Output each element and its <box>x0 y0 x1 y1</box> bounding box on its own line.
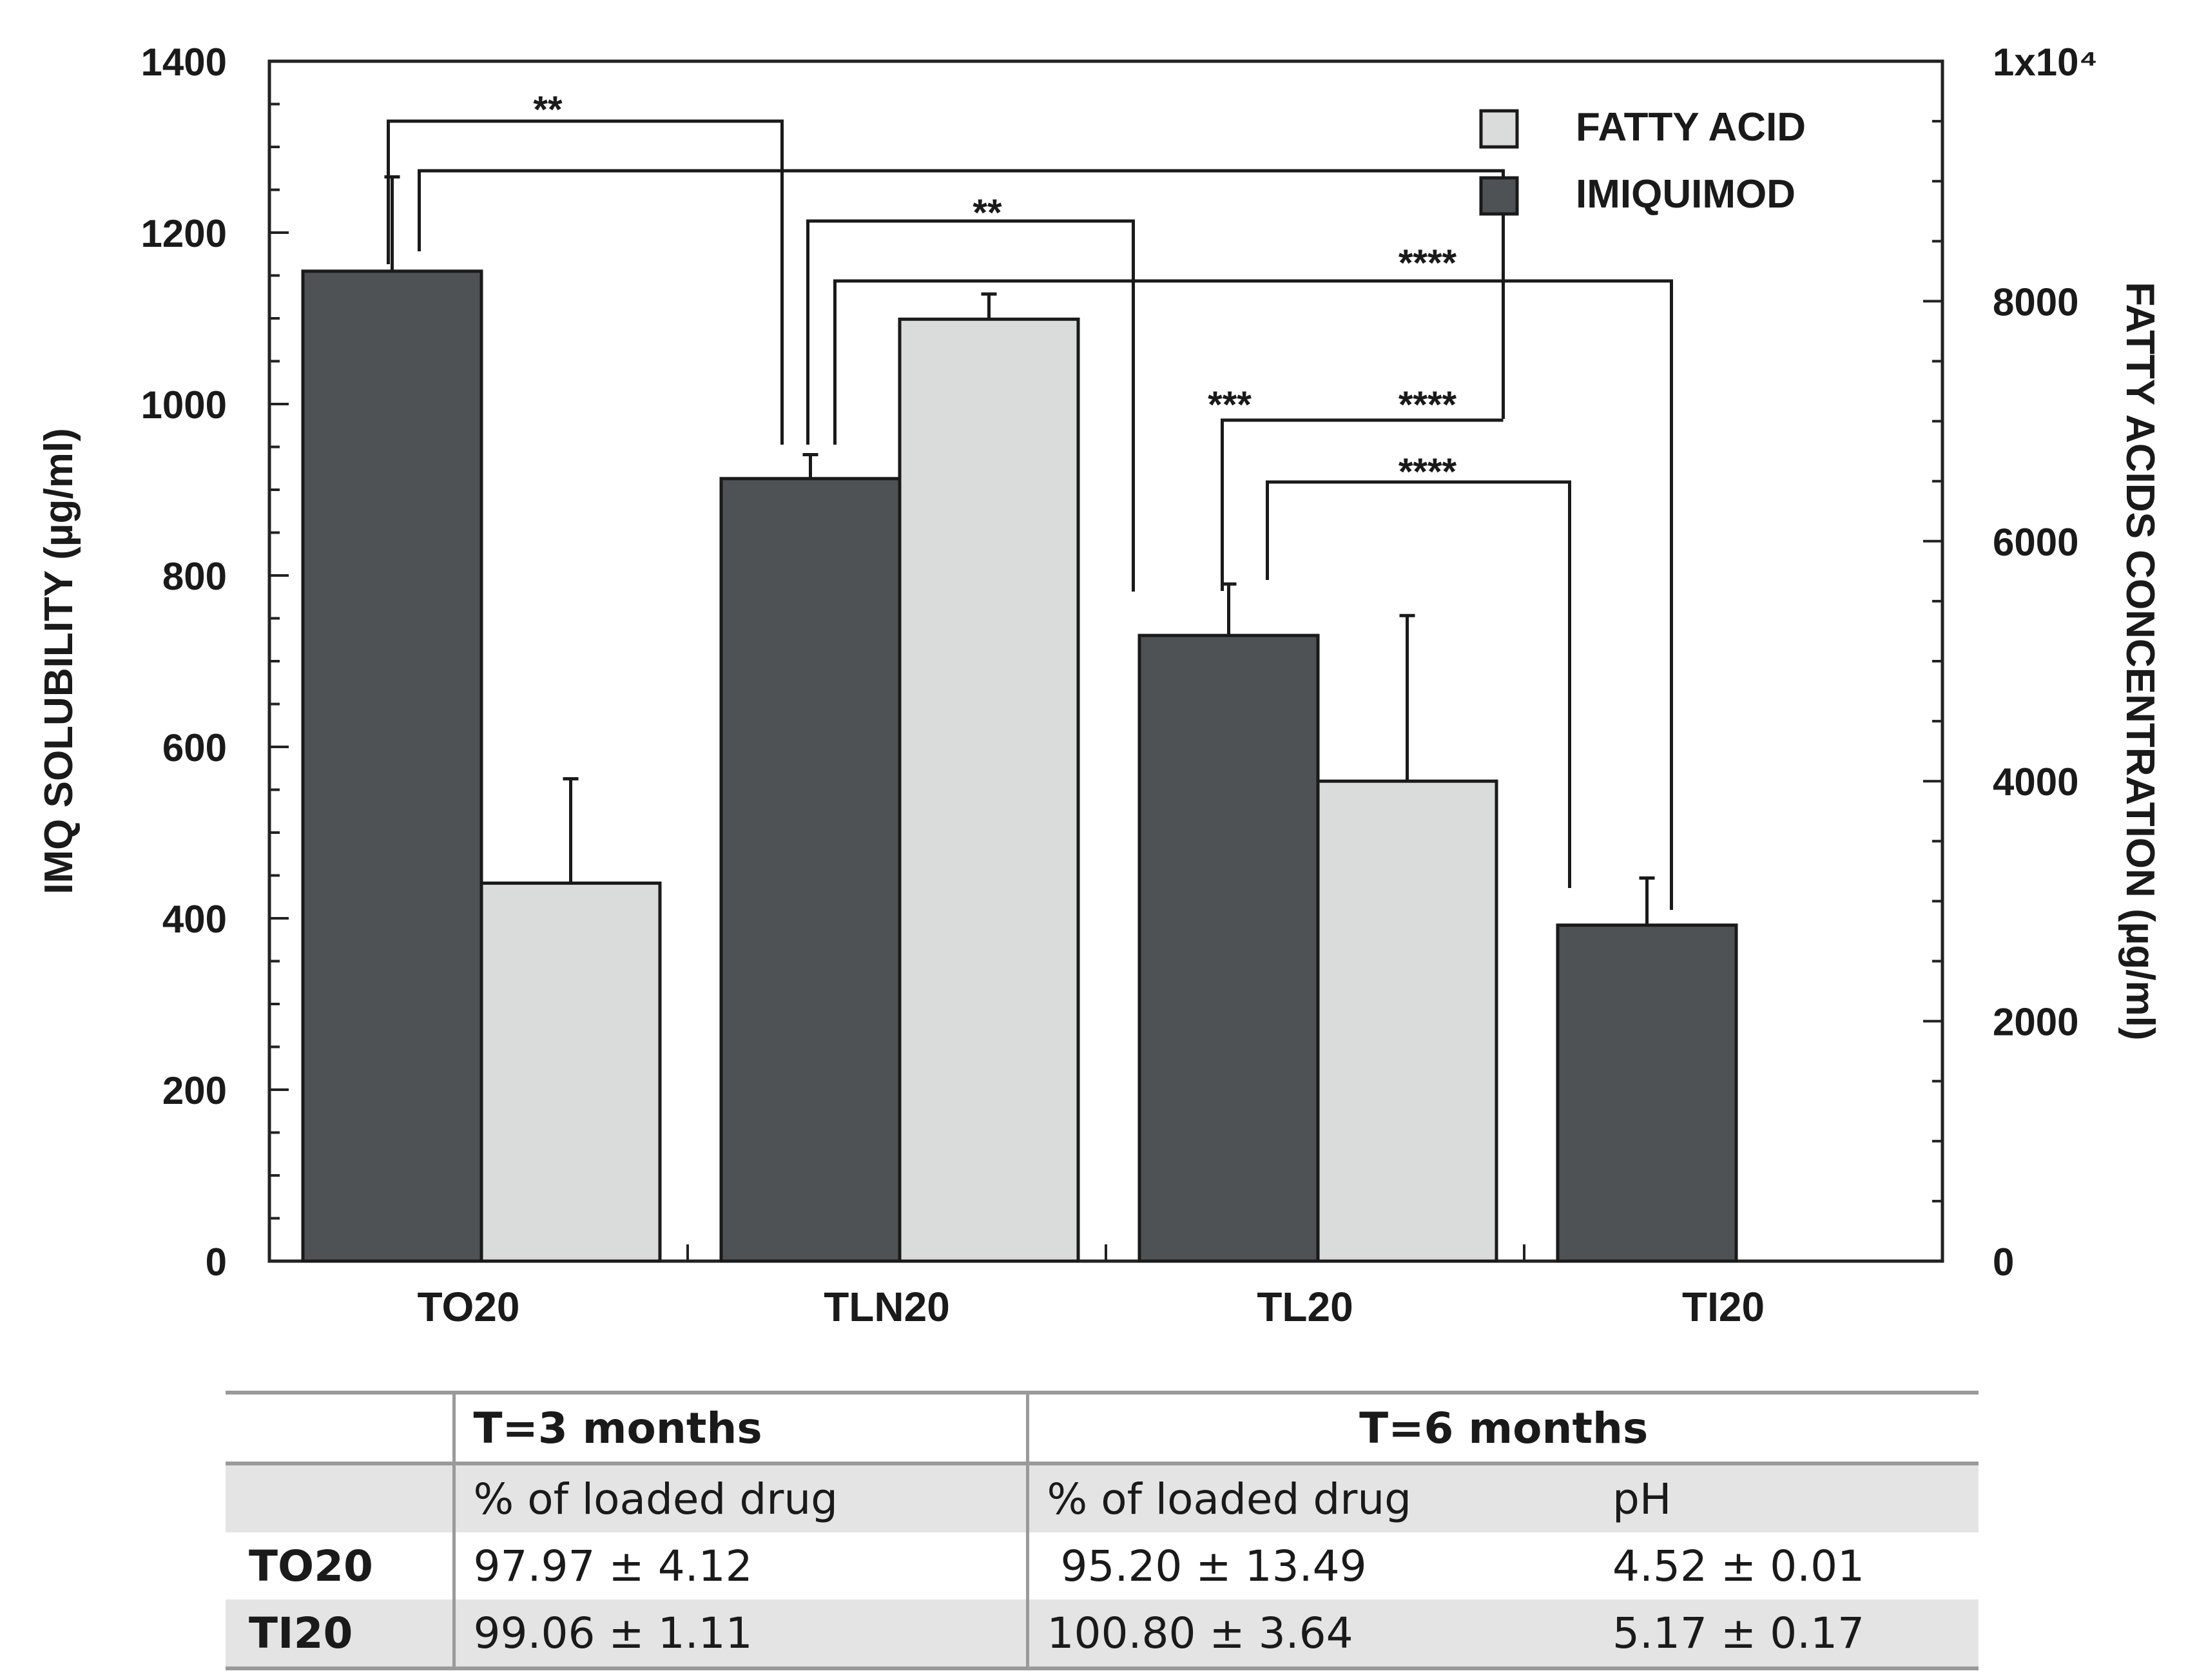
cell-t6-drug: 100.80 ± 3.64 <box>1027 1599 1594 1670</box>
y2-tick-label: 2000 <box>1993 1001 2078 1044</box>
y-tick-label: 1000 <box>141 383 227 427</box>
x-tick-label: TI20 <box>1682 1284 1765 1330</box>
y-axis-right: 0 2000 4000 6000 8000 1x10⁴ <box>1923 41 2098 1284</box>
legend-swatch-fatty-acid <box>1479 109 1519 149</box>
y-tick-label: 600 <box>162 726 227 769</box>
significance-bracket <box>833 279 1673 910</box>
bar-chart: 0 200 400 600 800 1000 1200 1400 0 2000 4000 6000 8… <box>37 41 2162 1330</box>
y-tick-label: 800 <box>162 555 227 598</box>
bar-fatty-acid <box>479 881 662 1263</box>
significance-bracket <box>418 169 1505 419</box>
y2-tick-label: 0 <box>1993 1241 2014 1284</box>
header-t3: T=3 months <box>454 1391 1029 1465</box>
x-axis: TO20 TLN20 TL20 TI20 <box>418 1244 1765 1330</box>
table-header-row: T=3 months T=6 months <box>226 1391 1979 1465</box>
x-tick-label: TLN20 <box>824 1284 950 1330</box>
significance-label: **** <box>1399 451 1457 493</box>
cell-t6-ph: 4.52 ± 0.01 <box>1612 1541 1865 1591</box>
subheader-t6-drug: % of loaded drug <box>1027 1463 1594 1532</box>
significance-bracket <box>1221 418 1504 591</box>
bar-fatty-acid <box>898 317 1080 1263</box>
cell-t6-ph: 5.17 ± 0.17 <box>1594 1599 1979 1670</box>
legend-label-imiquimod: IMIQUIMOD <box>1576 172 1795 217</box>
bar-imiquimod <box>301 269 483 1263</box>
y2-tick-label: 8000 <box>1993 280 2078 323</box>
significance-label: **** <box>1399 242 1457 284</box>
bar-imiquimod <box>1137 633 1320 1263</box>
significance-brackets: *********** ******** <box>387 89 1673 910</box>
significance-label: ** <box>973 192 1002 234</box>
legend: FATTY ACID IMIQUIMOD <box>1479 105 1806 217</box>
y-axis-title-right: FATTY ACIDS CONCENTRATION (µg/ml) <box>2118 282 2162 1041</box>
significance-bracket <box>806 219 1135 592</box>
row-label: TO20 <box>226 1532 456 1599</box>
table-subheader-row: % of loaded drug % of loaded drug pH <box>226 1463 1979 1532</box>
table-row: TI20 99.06 ± 1.11 100.80 ± 3.64 5.17 ± 0… <box>226 1599 1979 1670</box>
subheader-empty <box>226 1463 456 1532</box>
cell-t3-drug: 97.97 ± 4.12 <box>454 1532 1029 1599</box>
cell-t3-drug: 99.06 ± 1.11 <box>454 1599 1029 1670</box>
significance-label: **** <box>1399 384 1457 426</box>
bar-fatty-acid <box>1316 779 1498 1263</box>
table-corner <box>226 1391 456 1465</box>
row-label: TI20 <box>226 1599 456 1670</box>
y-tick-label: 1400 <box>141 41 227 84</box>
bar-imiquimod <box>1556 923 1738 1263</box>
table-row: TO20 97.97 ± 4.12 95.20 ± 13.49 4.52 ± 0… <box>226 1532 1979 1599</box>
bar-series <box>301 175 1738 1263</box>
bar-imiquimod <box>719 477 902 1263</box>
subheader-t6-ph: pH <box>1594 1463 1979 1532</box>
header-t6: T=6 months <box>1027 1391 1979 1465</box>
y2-tick-label: 4000 <box>1993 760 2078 804</box>
y-tick-label: 1200 <box>141 212 227 255</box>
significance-bracket <box>387 119 784 445</box>
legend-swatch-imiquimod <box>1479 176 1519 216</box>
y2-tick-label: 1x10⁴ <box>1993 41 2098 84</box>
x-tick-label: TL20 <box>1257 1284 1353 1330</box>
y-axis-title-left: IMQ SOLUBILITY (µg/ml) <box>37 428 81 894</box>
legend-label-fatty-acid: FATTY ACID <box>1576 105 1806 150</box>
x-tick-label: TO20 <box>418 1284 520 1330</box>
y-tick-label: 200 <box>162 1069 227 1112</box>
stability-table: T=3 months T=6 months % of loaded drug %… <box>226 1391 1979 1670</box>
y2-tick-label: 6000 <box>1993 521 2078 564</box>
cell-t6-drug: 95.20 ± 13.49 <box>1047 1541 1367 1591</box>
significance-label: ** <box>533 89 563 131</box>
y-tick-label: 0 <box>206 1241 227 1284</box>
subheader-t3-drug: % of loaded drug <box>454 1463 1029 1532</box>
y-axis-left: 0 200 400 600 800 1000 1200 1400 <box>141 41 289 1284</box>
y-tick-label: 400 <box>162 898 227 941</box>
significance-bracket <box>1266 480 1571 888</box>
significance-label: *** <box>1208 384 1252 426</box>
